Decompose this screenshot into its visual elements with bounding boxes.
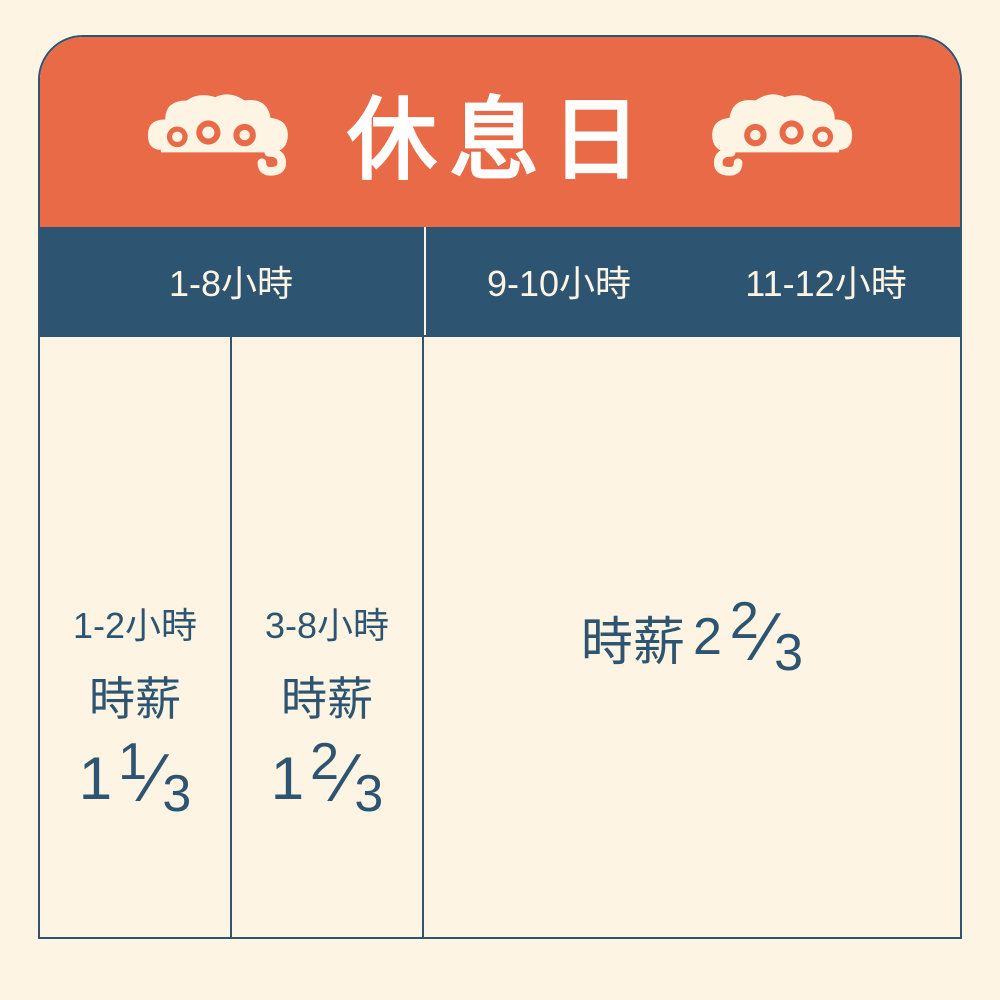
- column-headings: 1-8小時 9-10小時 11-12小時: [40, 227, 960, 337]
- cloud-icon-left: [137, 85, 297, 180]
- wage-value: 1 1 ⁄ 3: [79, 739, 192, 817]
- wage-label: 時薪: [581, 600, 685, 675]
- rest-day-card: 休息日 1-8小時 9-10小時 11-12小時 1-2小時 時薪 1 1: [38, 35, 962, 939]
- cell-3-8h: 3-8小時 時薪 1 2 ⁄ 3: [232, 337, 422, 937]
- fraction-slash: ⁄: [341, 739, 352, 817]
- whole-number: 1: [79, 744, 112, 813]
- heading-1-8h: 1-8小時: [40, 227, 424, 335]
- denominator: 3: [354, 764, 383, 824]
- denominator: 3: [774, 623, 803, 683]
- card-title: 休息日: [347, 67, 653, 197]
- heading-11-12h: 11-12小時: [692, 227, 960, 335]
- denominator: 3: [162, 764, 191, 824]
- fraction: 1 ⁄ 3: [118, 739, 191, 817]
- numerator: 2: [310, 732, 339, 792]
- split-cells: 1-2小時 時薪 1 1 ⁄ 3 3-8小時 時薪 1 2: [40, 337, 424, 937]
- fraction: 2 ⁄ 3: [310, 739, 383, 817]
- fraction: 2 ⁄ 3: [730, 598, 803, 676]
- wage-label: 時薪: [89, 663, 181, 729]
- range-label: 1-2小時: [73, 597, 197, 649]
- numerator: 1: [118, 732, 147, 792]
- fraction-slash: ⁄: [761, 598, 772, 676]
- whole-number: 2: [693, 607, 722, 667]
- body-row: 1-2小時 時薪 1 1 ⁄ 3 3-8小時 時薪 1 2: [40, 337, 960, 937]
- card-header: 休息日: [40, 37, 960, 227]
- cell-9-12h: 時薪 2 2 ⁄ 3: [424, 337, 960, 937]
- wage-value: 1 2 ⁄ 3: [271, 739, 384, 817]
- numerator: 2: [730, 591, 759, 651]
- cell-1-2h: 1-2小時 時薪 1 1 ⁄ 3: [40, 337, 232, 937]
- wage-value: 時薪 2 2 ⁄ 3: [581, 598, 803, 676]
- whole-number: 1: [271, 744, 304, 813]
- cloud-icon-right: [703, 85, 863, 180]
- fraction-slash: ⁄: [149, 739, 160, 817]
- heading-9-10h: 9-10小時: [424, 227, 692, 335]
- range-label: 3-8小時: [265, 597, 389, 649]
- wage-label: 時薪: [281, 663, 373, 729]
